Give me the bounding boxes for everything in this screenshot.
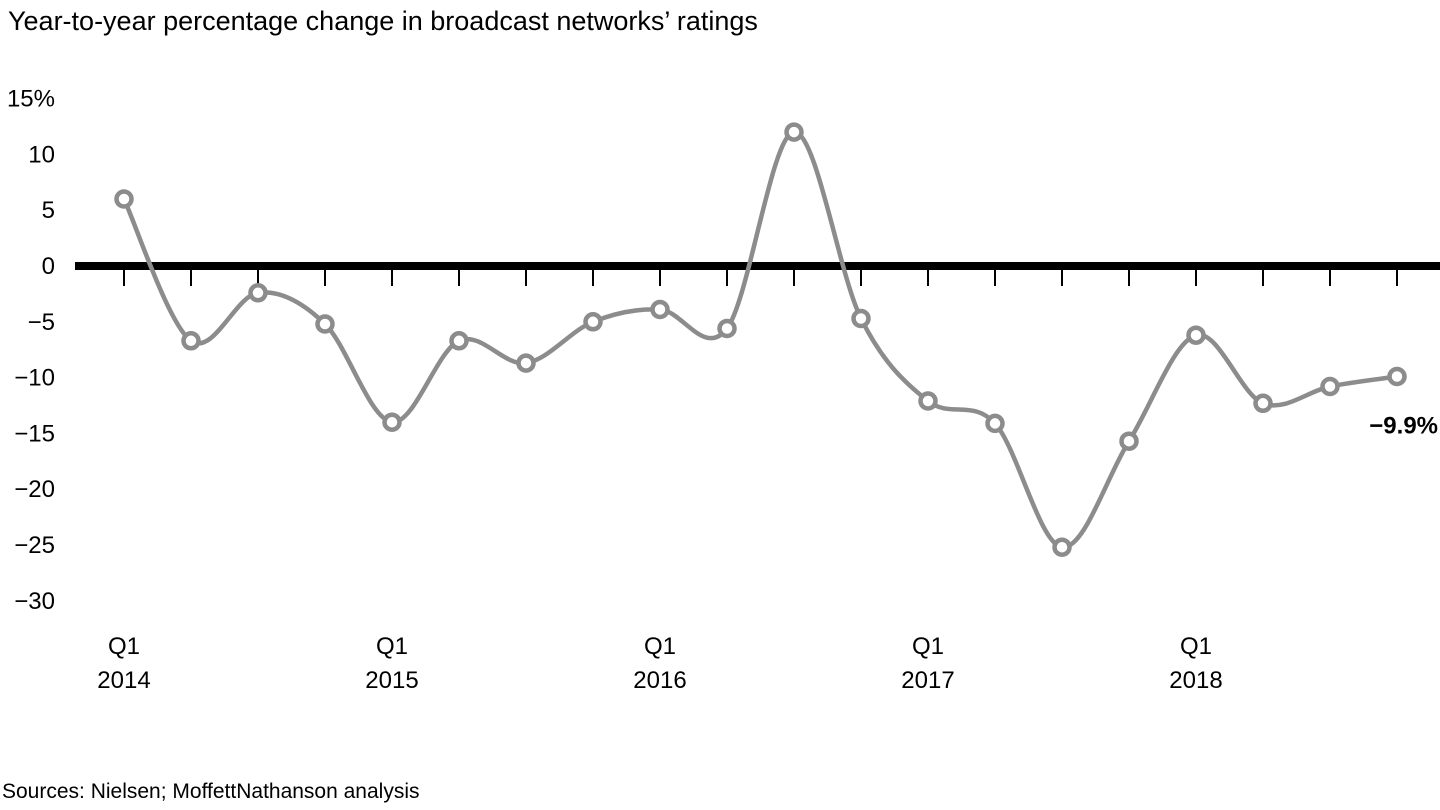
- source-note: Sources: Nielsen; MoffettNathanson analy…: [2, 780, 420, 803]
- data-point-marker: [717, 318, 737, 339]
- y-axis-label: 15%: [7, 86, 55, 113]
- trend-line: [121, 129, 1400, 550]
- data-point-marker: [114, 189, 134, 209]
- y-axis-label: 5: [42, 197, 55, 224]
- data-point-marker: [851, 308, 871, 329]
- x-axis-label-quarter: Q1: [1180, 633, 1212, 660]
- y-axis-label: −10: [14, 365, 55, 392]
- x-axis-label-quarter: Q1: [108, 633, 140, 660]
- x-axis-label-year: 2014: [97, 667, 150, 694]
- data-point-marker: [382, 412, 402, 432]
- data-point-marker: [1387, 366, 1407, 387]
- data-point-marker: [248, 283, 268, 303]
- data-point-marker: [1253, 393, 1273, 414]
- data-point-marker: [1186, 325, 1206, 345]
- data-point-marker: [1119, 431, 1139, 451]
- data-point-marker: [516, 353, 536, 373]
- y-axis-label: 0: [42, 253, 55, 280]
- x-axis-label-quarter: Q1: [912, 633, 944, 660]
- chart-title: Year-to-year percentage change in broadc…: [8, 6, 758, 36]
- y-axis-label: −25: [14, 532, 55, 559]
- data-point-marker: [918, 391, 938, 411]
- data-point-marker: [985, 413, 1005, 434]
- data-point-marker: [1320, 376, 1340, 397]
- data-point-marker: [784, 122, 804, 142]
- y-axis-label: −15: [14, 420, 55, 447]
- zero-axis-line: [75, 262, 1440, 270]
- x-axis-label-year: 2016: [633, 667, 686, 694]
- y-axis-label: −30: [14, 588, 55, 615]
- x-axis-label-year: 2018: [1169, 667, 1222, 694]
- data-point-marker: [650, 299, 670, 320]
- x-axis-label-year: 2017: [901, 667, 954, 694]
- y-axis-label: −20: [14, 476, 55, 503]
- data-point-marker: [315, 314, 335, 334]
- data-point-marker: [1052, 537, 1072, 557]
- x-axis-label-quarter: Q1: [644, 633, 676, 660]
- y-axis-label: −5: [28, 309, 55, 336]
- data-point-marker: [181, 331, 201, 351]
- data-point-marker: [583, 312, 603, 332]
- data-point-marker: [449, 331, 469, 351]
- x-axis-label-year: 2015: [365, 667, 418, 694]
- last-value-label: −9.9%: [1369, 413, 1438, 440]
- y-axis-label: 10: [28, 141, 55, 168]
- x-axis-label-quarter: Q1: [376, 633, 408, 660]
